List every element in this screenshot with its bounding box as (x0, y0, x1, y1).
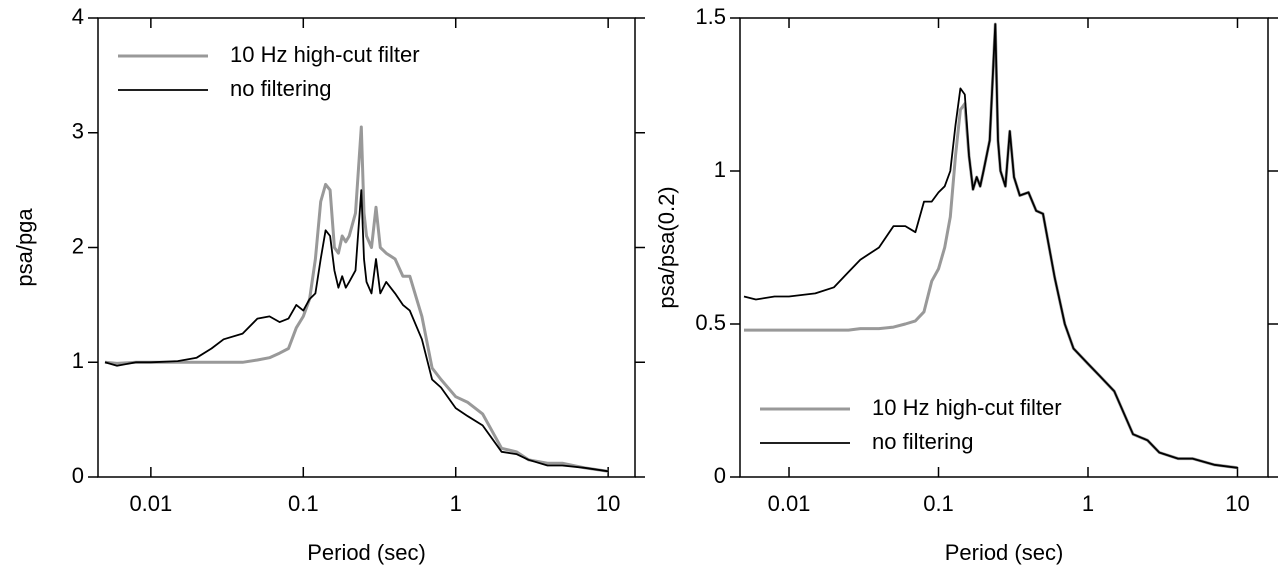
legend-label: 10 Hz high-cut filter (872, 395, 1062, 420)
legend-label: no filtering (872, 429, 974, 454)
x-tick-label: 0.1 (288, 491, 319, 516)
y-tick-label: 0.5 (695, 310, 726, 335)
x-tick-label: 0.01 (129, 491, 172, 516)
y-axis-label: psa/psa(0.2) (654, 186, 679, 308)
x-tick-label: 10 (1225, 491, 1249, 516)
series-line (743, 23, 1238, 469)
y-tick-label: 3 (72, 119, 84, 144)
x-tick-label: 1 (450, 491, 462, 516)
series-line (104, 189, 609, 473)
y-tick-label: 0 (714, 463, 726, 488)
x-tick-label: 1 (1082, 491, 1094, 516)
x-tick-label: 0.01 (768, 491, 811, 516)
y-tick-label: 1 (72, 348, 84, 373)
y-tick-label: 0 (72, 463, 84, 488)
y-tick-label: 1 (714, 157, 726, 182)
plot-frame (97, 17, 636, 478)
y-axis-label: psa/pga (12, 208, 37, 287)
series-line (104, 125, 609, 473)
y-tick-label: 2 (72, 233, 84, 258)
x-axis-label: Period (sec) (307, 540, 426, 565)
plot-frame (739, 17, 1269, 478)
y-tick-label: 4 (72, 4, 84, 29)
x-tick-label: 0.1 (923, 491, 954, 516)
legend-label: no filtering (230, 76, 332, 101)
y-tick-label: 1.5 (695, 4, 726, 29)
legend-label: 10 Hz high-cut filter (230, 42, 420, 67)
x-tick-label: 10 (596, 491, 620, 516)
x-axis-label: Period (sec) (945, 540, 1064, 565)
